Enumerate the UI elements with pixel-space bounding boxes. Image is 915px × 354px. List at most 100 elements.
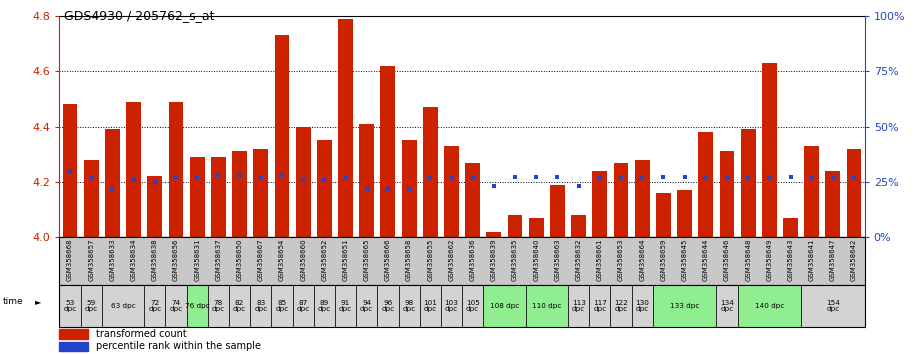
Text: 133 dpc: 133 dpc xyxy=(670,303,699,309)
Bar xyxy=(762,63,777,237)
Text: 110 dpc: 110 dpc xyxy=(533,303,562,309)
Text: 83
dpc: 83 dpc xyxy=(254,300,267,313)
Text: percentile rank within the sample: percentile rank within the sample xyxy=(96,341,261,351)
Text: GSM358640: GSM358640 xyxy=(533,239,539,281)
Bar xyxy=(293,285,314,327)
Text: 103
dpc: 103 dpc xyxy=(445,300,458,313)
Text: 89
dpc: 89 dpc xyxy=(318,300,331,313)
Bar xyxy=(631,285,652,327)
Text: GSM358656: GSM358656 xyxy=(173,239,179,281)
Bar xyxy=(208,285,229,327)
Text: 94
dpc: 94 dpc xyxy=(361,300,373,313)
Bar xyxy=(211,157,226,237)
Bar xyxy=(360,124,374,237)
Text: 85
dpc: 85 dpc xyxy=(275,300,288,313)
Bar xyxy=(825,171,840,237)
Text: GSM358661: GSM358661 xyxy=(597,239,603,281)
Text: GSM358652: GSM358652 xyxy=(321,239,328,281)
Text: GSM358659: GSM358659 xyxy=(661,239,666,281)
Text: 78
dpc: 78 dpc xyxy=(211,300,225,313)
Bar xyxy=(441,285,462,327)
Text: GSM358641: GSM358641 xyxy=(809,239,814,281)
Bar xyxy=(698,132,713,237)
Bar xyxy=(423,107,437,237)
Bar xyxy=(571,215,586,237)
Bar xyxy=(719,152,735,237)
Bar xyxy=(635,160,650,237)
Text: transformed count: transformed count xyxy=(96,329,187,339)
Bar xyxy=(232,152,247,237)
Bar xyxy=(253,149,268,237)
Bar xyxy=(272,285,293,327)
Bar xyxy=(317,141,332,237)
Text: GSM358651: GSM358651 xyxy=(342,239,349,281)
Bar xyxy=(529,218,544,237)
Bar xyxy=(166,285,187,327)
Bar xyxy=(610,285,631,327)
Bar xyxy=(716,285,737,327)
Bar xyxy=(656,193,671,237)
Bar xyxy=(377,285,399,327)
Text: 108 dpc: 108 dpc xyxy=(490,303,519,309)
Text: GSM358639: GSM358639 xyxy=(490,239,497,281)
Bar xyxy=(356,285,377,327)
Text: GSM358650: GSM358650 xyxy=(237,239,242,281)
Text: GSM358667: GSM358667 xyxy=(258,239,264,281)
Text: GSM358657: GSM358657 xyxy=(88,239,94,281)
Text: GSM358664: GSM358664 xyxy=(640,239,645,281)
Bar xyxy=(444,146,459,237)
Text: 96
dpc: 96 dpc xyxy=(382,300,394,313)
Bar xyxy=(59,285,81,327)
Text: GSM358658: GSM358658 xyxy=(406,239,412,281)
Bar xyxy=(229,285,250,327)
Bar xyxy=(487,232,501,237)
Bar xyxy=(741,129,756,237)
Text: GSM358668: GSM358668 xyxy=(67,239,73,281)
Bar xyxy=(62,104,78,237)
Text: 113
dpc: 113 dpc xyxy=(572,300,586,313)
Text: 130
dpc: 130 dpc xyxy=(635,300,649,313)
Bar xyxy=(250,285,272,327)
Bar xyxy=(189,157,205,237)
Bar xyxy=(274,35,289,237)
Bar xyxy=(168,102,183,237)
Bar xyxy=(508,215,522,237)
Text: GSM358662: GSM358662 xyxy=(448,239,455,281)
Text: GSM358637: GSM358637 xyxy=(215,239,221,281)
Text: GSM358655: GSM358655 xyxy=(427,239,434,281)
Bar xyxy=(339,19,353,237)
Text: 98
dpc: 98 dpc xyxy=(403,300,415,313)
Text: 74
dpc: 74 dpc xyxy=(169,300,183,313)
Bar xyxy=(102,285,145,327)
Text: GSM358636: GSM358636 xyxy=(469,239,476,281)
Text: GSM358653: GSM358653 xyxy=(618,239,624,281)
Bar xyxy=(783,218,798,237)
Text: GSM358648: GSM358648 xyxy=(745,239,751,281)
Text: 122
dpc: 122 dpc xyxy=(614,300,628,313)
Bar xyxy=(126,102,141,237)
Bar xyxy=(84,160,99,237)
Text: GSM358654: GSM358654 xyxy=(279,239,285,281)
Text: 154
dpc: 154 dpc xyxy=(826,300,840,313)
Text: 87
dpc: 87 dpc xyxy=(296,300,310,313)
Bar xyxy=(465,162,480,237)
Bar xyxy=(145,285,166,327)
Text: 82
dpc: 82 dpc xyxy=(233,300,246,313)
Text: 91
dpc: 91 dpc xyxy=(339,300,352,313)
Bar xyxy=(737,285,802,327)
Text: 105
dpc: 105 dpc xyxy=(466,300,479,313)
Bar xyxy=(335,285,356,327)
Text: 59
dpc: 59 dpc xyxy=(84,300,98,313)
Bar xyxy=(105,129,120,237)
Bar xyxy=(846,149,862,237)
Text: 72
dpc: 72 dpc xyxy=(148,300,161,313)
Bar xyxy=(802,285,865,327)
Text: 76 dpc: 76 dpc xyxy=(185,303,210,309)
Text: GSM358647: GSM358647 xyxy=(830,239,836,281)
Bar xyxy=(59,329,88,338)
Bar xyxy=(677,190,692,237)
Text: GSM358634: GSM358634 xyxy=(131,239,136,281)
Bar xyxy=(592,171,608,237)
Text: ►: ► xyxy=(35,297,41,307)
Text: GSM358638: GSM358638 xyxy=(152,239,157,281)
